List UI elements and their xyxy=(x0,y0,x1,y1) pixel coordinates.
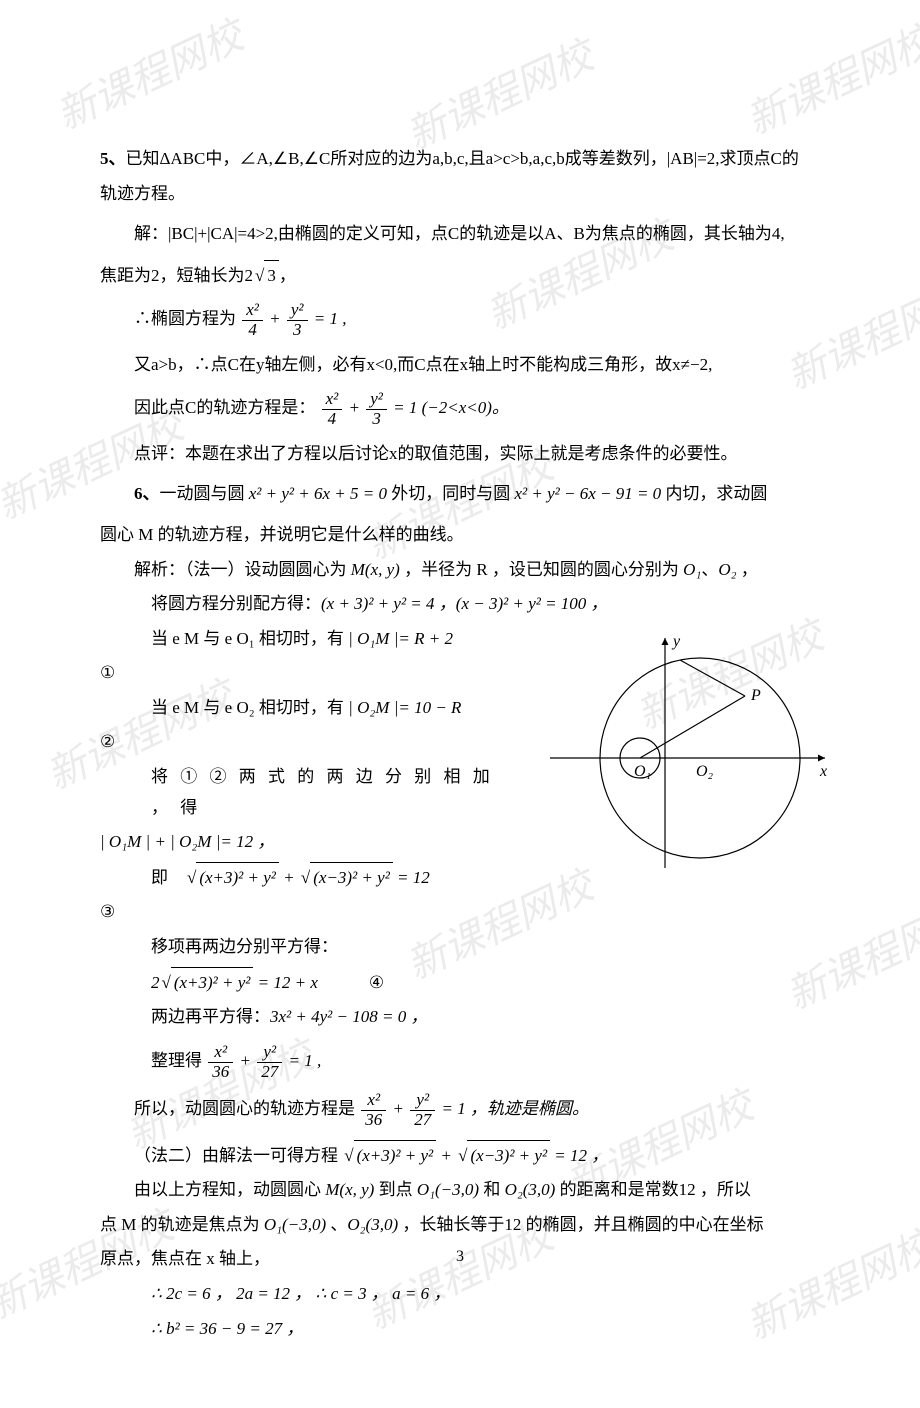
p6-s5a: 将 ① ② 两 式 的 两 边 分 别 相 加 ， 得 xyxy=(100,762,520,823)
p6-circ2: ② xyxy=(100,727,520,758)
p5-comment: 点评：本题在求出了方程以后讨论x的取值范围，实际上就是考虑条件的必要性。 xyxy=(100,439,840,470)
p6-s1: 解析：（法一）设动圆圆心为 M(x, y) ，半径为 R ，设已知圆的圆心分别为… xyxy=(100,555,840,586)
svg-text:O₁: O₁ xyxy=(634,763,651,780)
svg-text:x: x xyxy=(819,763,827,780)
svg-text:O₂: O₂ xyxy=(696,763,714,780)
p6-s12: 由以上方程知，动圆圆心 M(x, y) 到点 O₁(−3,0) 和 O₂(3,0… xyxy=(100,1175,840,1206)
p6-question-l2: 圆心 M 的轨迹方程，并说明它是什么样的曲线。 xyxy=(100,520,840,551)
p6-circ3: ③ xyxy=(100,897,520,928)
p6-s9: 整理得 x²36 + y²27 = 1 , xyxy=(100,1043,840,1081)
p6-s3: 当 e M 与 e O₁ 相切时，有 | O₁M |= R + 2 xyxy=(100,624,520,655)
p6-circ1: ① xyxy=(100,658,520,689)
p5-question-l1: 5、已知ΔABC中，∠A,∠B,∠C所对应的边为a,b,c,且a>c>b,a,c… xyxy=(100,144,840,175)
p5-sol-l2: 焦距为2，短轴长为23， xyxy=(100,260,840,292)
p5-sol-l4: 又a>b，∴点C在y轴左侧，必有x<0,而C点在x轴上时不能构成三角形，故x≠−… xyxy=(100,350,840,381)
svg-text:y: y xyxy=(671,633,681,650)
p6-s15: ∴ 2c = 6 ， 2a = 12 ， ∴ c = 3 ， a = 6 ， xyxy=(100,1279,840,1310)
page-number: 3 xyxy=(0,1243,920,1272)
p6-s13: 点 M 的轨迹是焦点为 O₁(−3,0) 、O₂(3,0) ，长轴长等于12 的… xyxy=(100,1210,840,1241)
p5-sol-l5: 因此点C的轨迹方程是： x²4 + y²3 = 1 (−2<x<0)。 xyxy=(100,390,840,428)
p5-sol-l3: ∴椭圆方程为 x²4 + y²3 = 1 , xyxy=(100,301,840,339)
p6-s11: （法二）由解法一可得方程 (x+3)² + y² + (x−3)² + y² =… xyxy=(100,1140,840,1172)
p6-s16: ∴ b² = 36 − 9 = 27 ， xyxy=(100,1314,840,1345)
p6-s5eq: | O₁M | + | O₂M |= 12 ， xyxy=(100,827,520,858)
p5-sol-l1: 解：|BC|+|CA|=4>2,由椭圆的定义可知，点C的轨迹是以A、B为焦点的椭… xyxy=(100,219,840,250)
p6-s6: 即 (x+3)² + y² + (x−3)² + y² = 12 xyxy=(100,862,520,894)
p5-number: 5、 xyxy=(100,149,126,168)
geometry-figure: x y O₁ O₂ P xyxy=(550,628,830,888)
p6-s4: 当 e M 与 e O₂ 相切时，有 | O₂M |= 10 − R xyxy=(100,693,520,724)
p6-question-l1: 6、一动圆与圆 x² + y² + 6x + 5 = 0 外切，同时与圆 x² … xyxy=(100,479,840,510)
p6-s8: 两边再平方得：3x² + 4y² − 108 = 0 ， xyxy=(100,1002,520,1033)
p6-s7a: 移项再两边分别平方得： xyxy=(100,932,520,963)
p6-number: 6、 xyxy=(134,484,160,503)
p6-s7eq: 2(x+3)² + y² = 12 + x ④ xyxy=(100,967,520,999)
p6-s2: 将圆方程分别配方得：(x + 3)² + y² = 4 ，(x − 3)² + … xyxy=(100,589,840,620)
p5-question-l2: 轨迹方程。 xyxy=(100,179,840,210)
p6-s10: 所以，动圆圆心的轨迹方程是 x²36 + y²27 = 1 ，轨迹是椭圆。 xyxy=(100,1091,840,1129)
svg-text:P: P xyxy=(750,687,761,704)
